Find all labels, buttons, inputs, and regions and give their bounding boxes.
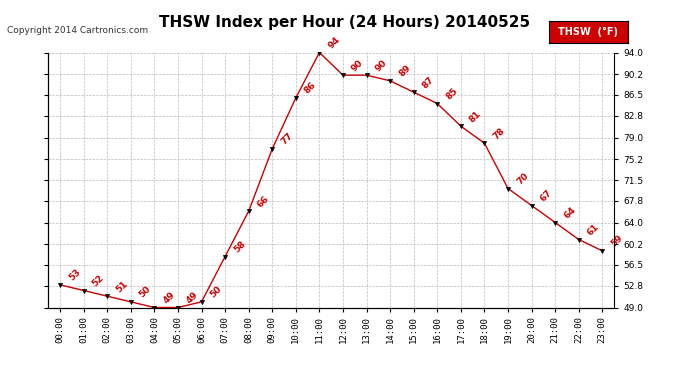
Text: 61: 61 xyxy=(586,222,601,237)
Text: 58: 58 xyxy=(232,239,247,254)
Text: 90: 90 xyxy=(350,58,365,73)
Text: 59: 59 xyxy=(609,233,624,249)
Text: 86: 86 xyxy=(303,81,318,96)
Text: 81: 81 xyxy=(468,109,483,124)
Text: 50: 50 xyxy=(208,285,224,300)
Text: 85: 85 xyxy=(444,86,460,101)
Text: 49: 49 xyxy=(161,290,177,305)
Text: 66: 66 xyxy=(255,194,271,209)
Text: 70: 70 xyxy=(515,171,530,186)
Text: 89: 89 xyxy=(397,63,413,79)
Text: 90: 90 xyxy=(373,58,388,73)
Text: 49: 49 xyxy=(185,290,200,305)
Text: 78: 78 xyxy=(491,126,506,141)
Text: 77: 77 xyxy=(279,131,295,147)
Text: THSW  (°F): THSW (°F) xyxy=(558,27,618,37)
Text: 51: 51 xyxy=(114,279,130,294)
Text: THSW Index per Hour (24 Hours) 20140525: THSW Index per Hour (24 Hours) 20140525 xyxy=(159,15,531,30)
Text: 52: 52 xyxy=(90,273,106,288)
Text: Copyright 2014 Cartronics.com: Copyright 2014 Cartronics.com xyxy=(7,26,148,35)
Text: 94: 94 xyxy=(326,35,342,50)
Text: 50: 50 xyxy=(138,285,153,300)
Text: 67: 67 xyxy=(538,188,554,203)
Text: 64: 64 xyxy=(562,205,578,220)
Text: 87: 87 xyxy=(421,75,436,90)
Text: 53: 53 xyxy=(67,267,82,283)
